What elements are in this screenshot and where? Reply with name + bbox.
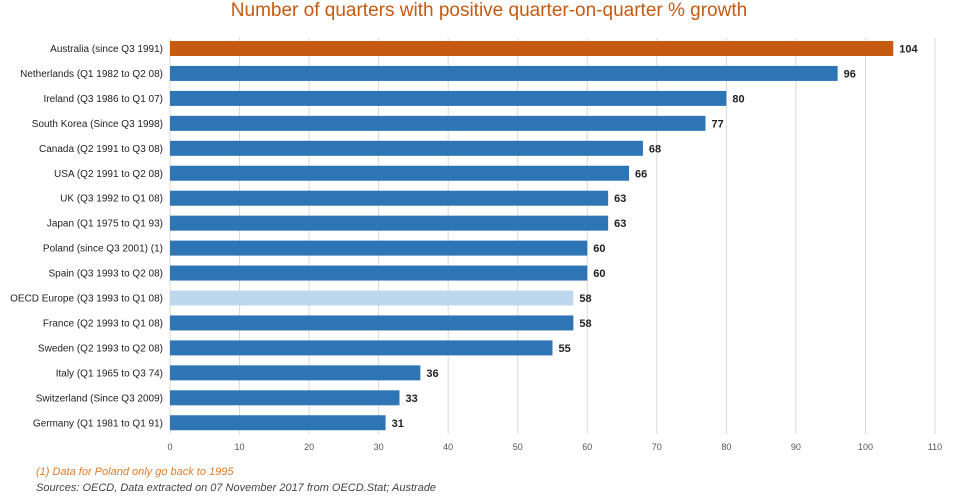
data-label: 33 xyxy=(406,393,418,405)
x-tick-label: 100 xyxy=(858,442,873,452)
bar xyxy=(170,41,894,56)
bar xyxy=(170,290,574,306)
data-label: 63 xyxy=(614,193,626,205)
data-label: 80 xyxy=(732,93,744,105)
source-note: Sources: OECD, Data extracted on 07 Nove… xyxy=(36,482,437,494)
category-label: Australia (since Q3 1991) xyxy=(50,44,163,55)
category-labels: Australia (since Q3 1991) Netherlands (Q1… xyxy=(10,44,163,429)
bar xyxy=(170,90,727,106)
bar xyxy=(170,390,400,406)
data-label: 36 xyxy=(426,368,438,380)
category-label: Switzerland (Since Q3 2009) xyxy=(36,393,163,404)
bar xyxy=(170,215,609,231)
bar xyxy=(170,415,386,431)
bar xyxy=(170,265,588,281)
category-label: Poland (since Q3 2001) (1) xyxy=(43,244,163,255)
data-label: 55 xyxy=(559,343,571,355)
x-tick-label: 70 xyxy=(652,442,662,452)
x-tick-label: 20 xyxy=(304,442,314,452)
x-tick-label: 90 xyxy=(791,442,801,452)
data-label: 66 xyxy=(635,168,647,180)
bars xyxy=(170,41,894,431)
data-label: 31 xyxy=(392,418,404,430)
bar xyxy=(170,340,553,356)
category-label: France (Q2 1993 to Q1 08) xyxy=(43,318,163,329)
data-label: 63 xyxy=(614,218,626,230)
category-label: South Korea (Since Q3 1998) xyxy=(32,119,163,130)
data-label: 68 xyxy=(649,143,661,155)
category-label: Ireland (Q3 1986 to Q1 07) xyxy=(43,94,163,105)
data-label: 96 xyxy=(844,68,856,80)
category-label: Netherlands (Q1 1982 to Q2 08) xyxy=(20,69,163,80)
x-tick-label: 0 xyxy=(167,442,172,452)
bar xyxy=(170,315,574,331)
bar xyxy=(170,365,421,381)
category-label: UK (Q3 1992 to Q1 08) xyxy=(60,194,163,205)
category-label: Spain (Q3 1993 to Q2 08) xyxy=(48,269,163,280)
x-tick-label: 80 xyxy=(721,442,731,452)
x-tick-label: 60 xyxy=(582,442,592,452)
category-label: OECD Europe (Q3 1993 to Q1 08) xyxy=(10,294,163,305)
bar xyxy=(170,190,609,206)
x-tick-label: 10 xyxy=(235,442,245,452)
category-label: Italy (Q1 1965 to Q3 74) xyxy=(56,368,163,379)
category-label: Canada (Q2 1991 to Q3 08) xyxy=(39,144,163,155)
bar xyxy=(170,65,838,81)
bar xyxy=(170,115,706,131)
bar xyxy=(170,240,588,256)
data-label: 60 xyxy=(593,268,605,280)
category-label: Germany (Q1 1981 to Q1 91) xyxy=(33,418,163,429)
data-label: 60 xyxy=(593,243,605,255)
x-tick-label: 30 xyxy=(374,442,384,452)
footnote: (1) Data for Poland only go back to 1995 xyxy=(36,466,234,478)
x-tick-label: 50 xyxy=(513,442,523,452)
x-tick-label: 110 xyxy=(928,442,942,452)
data-label: 58 xyxy=(579,293,591,305)
data-label: 104 xyxy=(899,44,918,56)
x-axis-ticks: 0 10 20 30 40 50 60 70 80 90 100 110 xyxy=(167,442,942,452)
chart-title: Number of quarters with positive quarter… xyxy=(230,0,748,21)
bar xyxy=(170,165,629,181)
category-label: Sweden (Q2 1993 to Q2 08) xyxy=(38,343,163,354)
category-label: Japan (Q1 1975 to Q1 93) xyxy=(47,219,163,230)
bar xyxy=(170,140,643,156)
data-label: 77 xyxy=(712,118,724,130)
data-label: 58 xyxy=(579,318,591,330)
value-labels: 104 96 80 77 68 66 63 63 60 60 58 58 55 36 33 31 xyxy=(392,44,919,430)
category-label: USA (Q2 1991 to Q2 08) xyxy=(54,169,163,180)
x-tick-label: 40 xyxy=(443,442,453,452)
